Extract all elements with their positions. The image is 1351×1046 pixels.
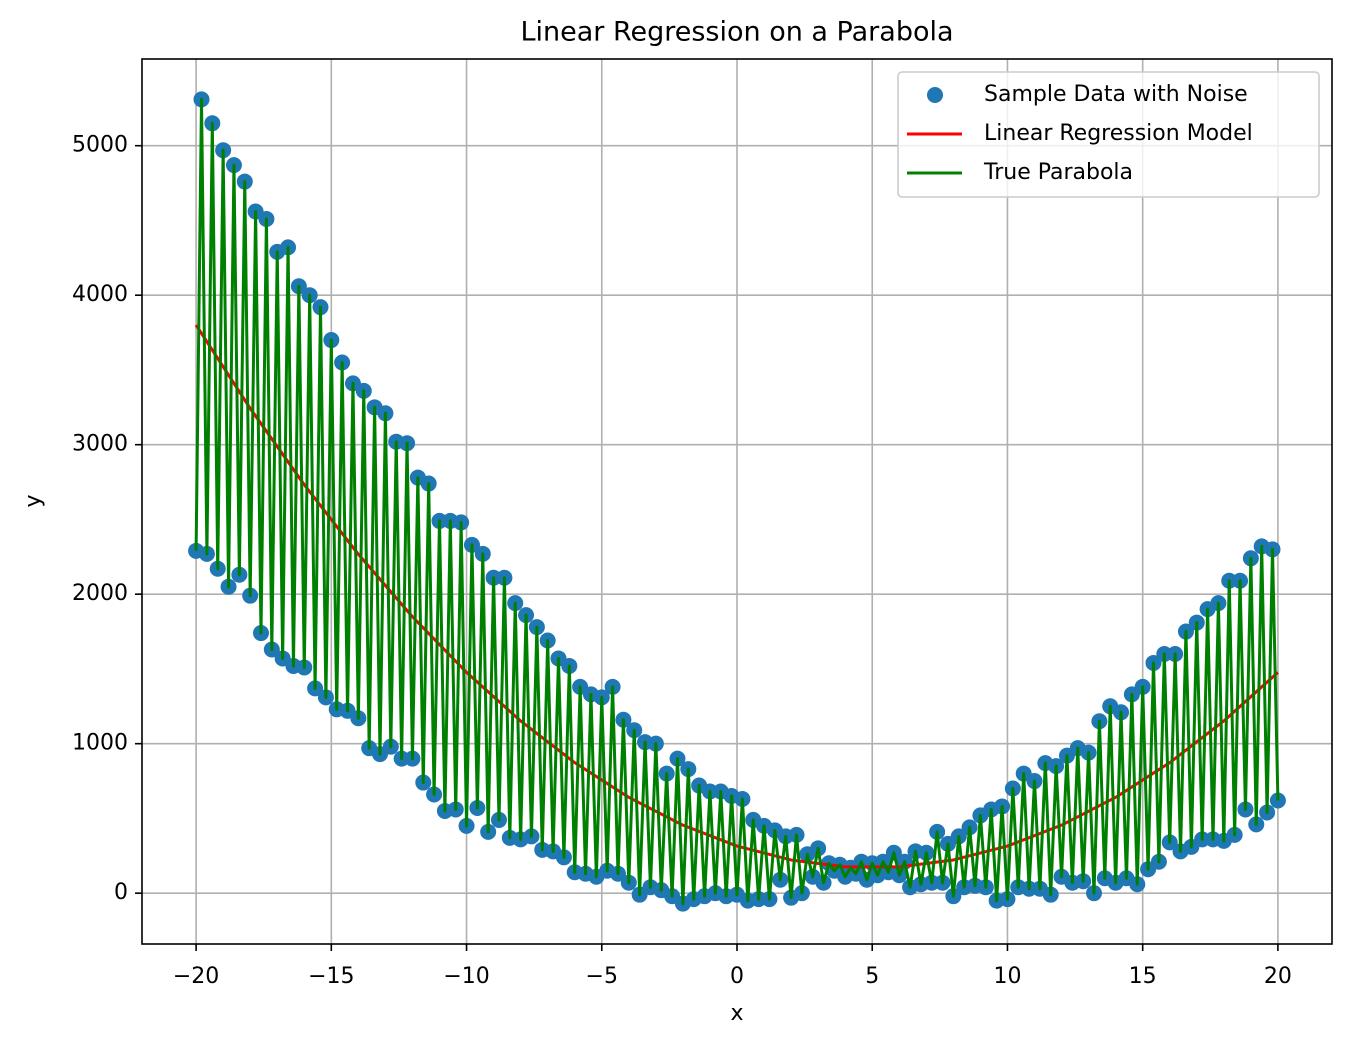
x-tick-label: −10 <box>443 964 489 989</box>
x-tick-label: 20 <box>1264 964 1292 989</box>
y-axis-label: y <box>21 494 46 507</box>
x-tick-label: 0 <box>730 964 744 989</box>
x-tick-label: −15 <box>308 964 354 989</box>
y-tick-label: 0 <box>114 880 128 905</box>
x-tick-label: 5 <box>865 964 879 989</box>
legend-label: Linear Regression Model <box>984 121 1253 146</box>
x-tick-label: 10 <box>993 964 1021 989</box>
x-axis-label: x <box>730 1001 743 1026</box>
legend-marker <box>927 87 943 103</box>
plot-frame <box>141 58 1333 945</box>
legend-label: Sample Data with Noise <box>984 82 1248 107</box>
y-tick-label: 5000 <box>72 133 128 158</box>
series-line <box>194 97 1280 906</box>
y-tick-label: 1000 <box>72 731 128 756</box>
y-tick-label: 2000 <box>72 581 128 606</box>
x-tick-label: 15 <box>1129 964 1157 989</box>
legend-label: True Parabola <box>983 160 1133 185</box>
x-tick-label: −5 <box>586 964 618 989</box>
legend: Sample Data with Noise Linear Regression … <box>897 71 1320 198</box>
chart-title: Linear Regression on a Parabola <box>520 17 953 48</box>
y-tick-label: 4000 <box>72 282 128 307</box>
x-tick-label: −20 <box>173 964 219 989</box>
legend-box <box>897 71 1320 198</box>
y-tick-label: 3000 <box>72 432 128 457</box>
